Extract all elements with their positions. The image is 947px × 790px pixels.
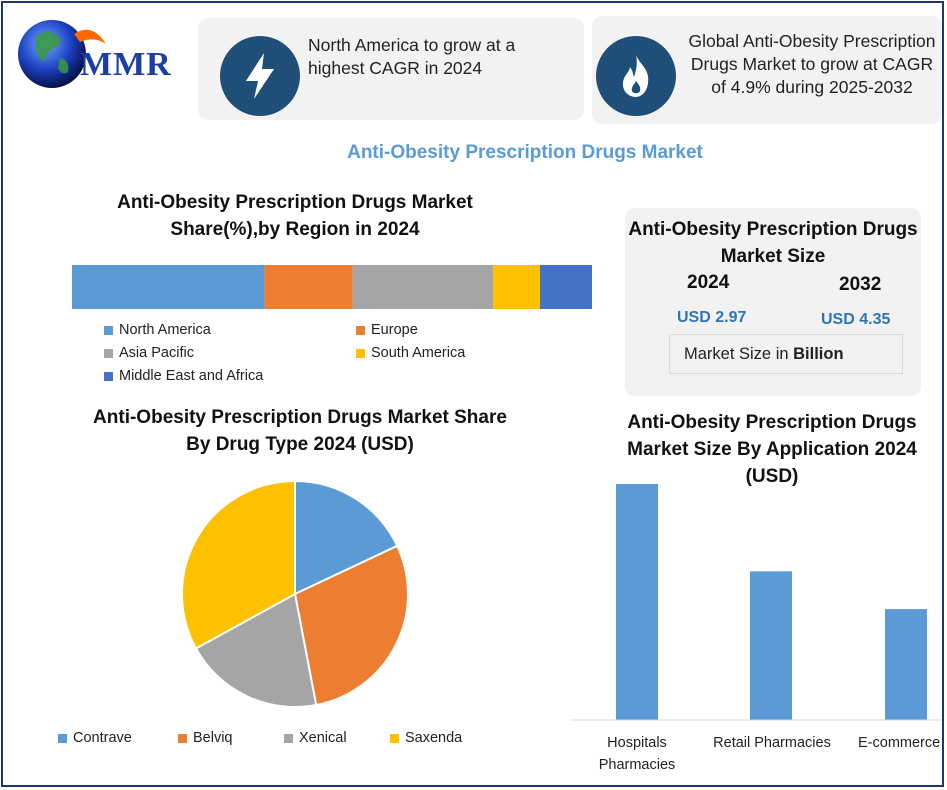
main-title: Anti-Obesity Prescription Drugs Market <box>347 142 703 163</box>
info-card-text: North America to grow at a highest CAGR … <box>308 35 516 78</box>
region-segment-asia-pacific <box>352 265 494 309</box>
app-chart-title-line2: Market Size By Application 2024 <box>627 439 917 460</box>
logo-text: MMR <box>80 46 172 83</box>
drug-chart-title-line2: By Drug Type 2024 (USD) <box>186 434 414 455</box>
drug-legend: Contrave Belviq Xenical Saxenda <box>58 730 478 750</box>
bar-hospitals-pharmacies <box>616 484 658 720</box>
market-size-title-line2: Market Size <box>720 246 826 267</box>
region-segment-middle-east-and-africa <box>540 265 592 309</box>
legend-item-asia-pacific: Asia Pacific <box>104 345 194 361</box>
app-category-retail-pharmacies: Retail Pharmacies <box>713 735 831 751</box>
year-2024: 2024 <box>687 272 730 293</box>
region-stacked-bar <box>72 265 592 309</box>
app-chart-title-line1: Anti-Obesity Prescription Drugs <box>627 412 917 433</box>
pie-slice-xenical <box>194 592 318 708</box>
market-size-title: Anti-Obesity Prescription Drugs Market S… <box>625 216 921 270</box>
market-size-unit: Market Size in Billion <box>669 334 903 374</box>
app-category-hospital-pharmacies: Hospitals Pharmacies <box>592 732 682 776</box>
bar-retail-pharmacies <box>750 571 792 720</box>
pie-slice-saxenda <box>181 479 296 650</box>
legend-item-middle-east-africa: Middle East and Africa <box>104 368 263 384</box>
pie-slice-belviq <box>293 544 409 707</box>
pie-slice-contrave <box>294 479 399 596</box>
legend-item-contrave: Contrave <box>58 730 132 746</box>
info-card-text: Global Anti-Obesity Prescription Drugs M… <box>688 31 936 97</box>
info-card-cagr: Global Anti-Obesity Prescription Drugs M… <box>592 16 942 124</box>
region-segment-north-america <box>72 265 265 309</box>
app-category-ecommerce: E-commerce <box>858 735 941 751</box>
drug-chart-title-line1: Anti-Obesity Prescription Drugs Market S… <box>93 407 507 428</box>
bar-e-commerce <box>885 609 927 720</box>
app-chart-title: Anti-Obesity Prescription Drugs Market S… <box>612 409 932 490</box>
lightning-icon <box>220 36 300 116</box>
legend-item-south-america: South America <box>356 345 465 361</box>
app-category-label-line2: Pharmacies <box>598 757 676 773</box>
drug-pie-chart <box>181 479 409 708</box>
region-chart-title-line2: Share(%),by Region in 2024 <box>170 219 420 240</box>
value-2024: USD 2.97 <box>677 309 747 326</box>
unit-bold: Billion <box>793 344 844 363</box>
globe-icon <box>18 20 106 88</box>
region-segment-south-america <box>493 265 540 309</box>
drug-chart-title: Anti-Obesity Prescription Drugs Market S… <box>60 404 540 458</box>
legend-item-xenical: Xenical <box>284 730 347 746</box>
legend-item-saxenda: Saxenda <box>390 730 462 746</box>
legend-item-europe: Europe <box>356 322 418 338</box>
region-segment-europe <box>264 265 353 309</box>
region-chart-title-line1: Anti-Obesity Prescription Drugs Market <box>117 192 473 213</box>
info-card-regional-growth: North America to grow at a highest CAGR … <box>198 18 584 120</box>
market-size-title-line1: Anti-Obesity Prescription Drugs <box>628 219 918 240</box>
value-2032: USD 4.35 <box>821 311 891 328</box>
legend-item-belviq: Belviq <box>178 730 233 746</box>
app-chart-title-line3: (USD) <box>745 466 799 487</box>
region-legend: North America Europe Asia Pacific South … <box>104 322 524 392</box>
app-category-label-line1: Hospitals <box>607 735 667 751</box>
legend-item-north-america: North America <box>104 322 211 338</box>
application-bar-chart <box>570 484 942 721</box>
region-chart-title: Anti-Obesity Prescription Drugs Market S… <box>80 189 510 243</box>
logo <box>14 14 174 94</box>
flame-icon <box>596 36 676 116</box>
year-2032: 2032 <box>839 274 882 295</box>
unit-prefix: Market Size in <box>684 344 794 363</box>
market-size-card: Anti-Obesity Prescription Drugs Market S… <box>625 208 921 396</box>
